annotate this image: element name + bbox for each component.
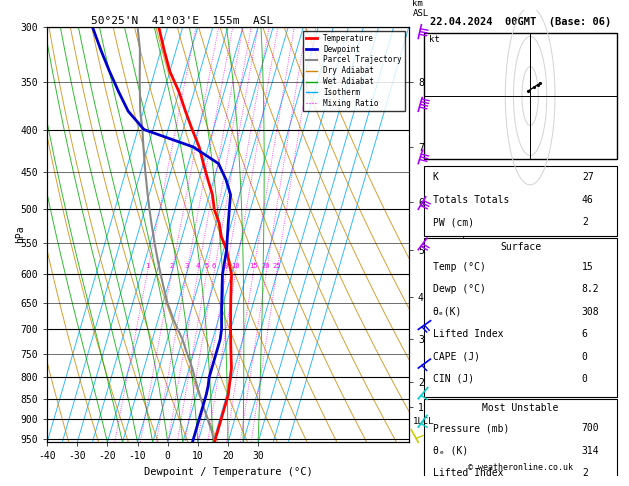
Text: 22.04.2024  00GMT  (Base: 06): 22.04.2024 00GMT (Base: 06) xyxy=(430,17,611,27)
Text: K: K xyxy=(433,172,438,182)
Text: 8: 8 xyxy=(223,263,228,269)
Text: 1LCL: 1LCL xyxy=(413,417,434,426)
Text: 15: 15 xyxy=(582,262,594,272)
Text: 0: 0 xyxy=(582,374,587,384)
Text: 10: 10 xyxy=(231,263,240,269)
Text: 4: 4 xyxy=(196,263,199,269)
Legend: Temperature, Dewpoint, Parcel Trajectory, Dry Adiabat, Wet Adiabat, Isotherm, Mi: Temperature, Dewpoint, Parcel Trajectory… xyxy=(303,31,405,111)
Text: 15: 15 xyxy=(248,263,257,269)
Text: θₑ(K): θₑ(K) xyxy=(433,307,462,317)
Text: © weatheronline.co.uk: © weatheronline.co.uk xyxy=(468,463,573,471)
Text: 46: 46 xyxy=(582,194,594,205)
Text: 308: 308 xyxy=(582,307,599,317)
Text: PW (cm): PW (cm) xyxy=(433,217,474,227)
Text: 2: 2 xyxy=(582,217,587,227)
Text: 5: 5 xyxy=(204,263,209,269)
Text: km
ASL: km ASL xyxy=(413,0,428,18)
Text: Lifted Index: Lifted Index xyxy=(433,468,503,478)
Text: 6: 6 xyxy=(212,263,216,269)
Text: 27: 27 xyxy=(582,172,594,182)
Bar xyxy=(425,33,616,159)
Text: 700: 700 xyxy=(582,423,599,434)
Text: Lifted Index: Lifted Index xyxy=(433,329,503,339)
Text: 314: 314 xyxy=(582,446,599,456)
Text: Mixing Ratio (g/kg): Mixing Ratio (g/kg) xyxy=(462,183,471,286)
Text: Temp (°C): Temp (°C) xyxy=(433,262,486,272)
Text: θₑ (K): θₑ (K) xyxy=(433,446,468,456)
Bar xyxy=(425,399,616,486)
Text: 0: 0 xyxy=(582,351,587,362)
Text: Totals Totals: Totals Totals xyxy=(433,194,509,205)
Bar xyxy=(425,238,616,397)
Text: 20: 20 xyxy=(262,263,270,269)
Text: 2: 2 xyxy=(169,263,174,269)
Text: CAPE (J): CAPE (J) xyxy=(433,351,479,362)
Text: kt: kt xyxy=(428,35,439,44)
Text: Most Unstable: Most Unstable xyxy=(482,403,559,413)
Text: 3: 3 xyxy=(184,263,189,269)
X-axis label: Dewpoint / Temperature (°C): Dewpoint / Temperature (°C) xyxy=(143,467,313,477)
Text: 6: 6 xyxy=(582,329,587,339)
Text: Pressure (mb): Pressure (mb) xyxy=(433,423,509,434)
Text: Surface: Surface xyxy=(500,242,541,252)
Bar xyxy=(425,166,616,236)
Text: 2: 2 xyxy=(582,468,587,478)
Text: hPa: hPa xyxy=(15,226,25,243)
Text: Dewp (°C): Dewp (°C) xyxy=(433,284,486,295)
Text: 50°25'N  41°03'E  155m  ASL: 50°25'N 41°03'E 155m ASL xyxy=(91,16,273,26)
Text: 8.2: 8.2 xyxy=(582,284,599,295)
Text: CIN (J): CIN (J) xyxy=(433,374,474,384)
Text: 1: 1 xyxy=(145,263,149,269)
Text: 25: 25 xyxy=(272,263,281,269)
